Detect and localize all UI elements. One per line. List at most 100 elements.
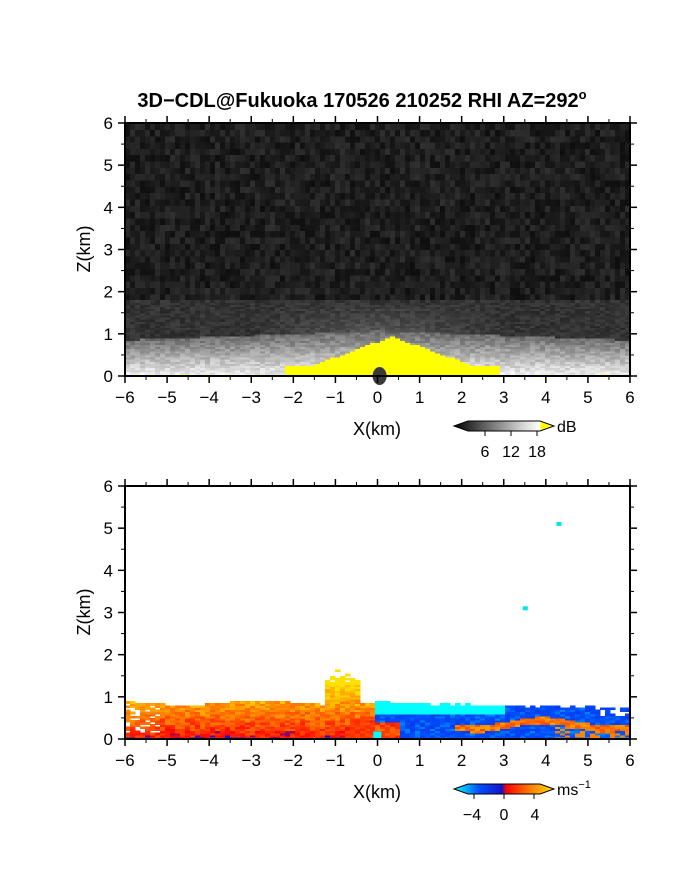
backscatter-cell <box>250 348 256 352</box>
backscatter-cell <box>130 363 136 367</box>
backscatter-cell <box>370 359 376 362</box>
backscatter-cell <box>220 371 226 375</box>
backscatter-cell <box>145 329 151 333</box>
backscatter-cell <box>225 333 231 337</box>
backscatter-cell <box>355 262 361 270</box>
backscatter-cell <box>165 340 171 343</box>
backscatter-cell <box>445 243 451 251</box>
backscatter-cell <box>345 304 351 308</box>
backscatter-cell <box>275 325 281 329</box>
backscatter-cell <box>340 293 346 301</box>
backscatter-cell <box>410 141 416 149</box>
backscatter-cell <box>155 198 161 206</box>
backscatter-cell <box>385 287 391 295</box>
backscatter-cell <box>185 268 191 276</box>
backscatter-cell <box>350 363 356 367</box>
backscatter-cell <box>275 135 281 143</box>
backscatter-cell <box>160 179 166 187</box>
backscatter-cell <box>220 281 226 289</box>
backscatter-cell <box>310 340 316 343</box>
backscatter-cell <box>260 154 266 162</box>
backscatter-cell <box>405 333 411 337</box>
backscatter-cell <box>335 198 341 206</box>
backscatter-cell <box>290 141 296 149</box>
backscatter-cell <box>495 274 501 282</box>
backscatter-cell <box>410 198 416 206</box>
backscatter-cell <box>185 338 191 341</box>
backscatter-cell <box>595 129 601 137</box>
backscatter-cell <box>390 350 396 354</box>
backscatter-cell <box>230 293 236 301</box>
backscatter-cell <box>215 293 221 301</box>
backscatter-cell <box>380 287 386 295</box>
backscatter-cell <box>385 173 391 181</box>
backscatter-cell <box>305 323 311 326</box>
backscatter-cell <box>235 135 241 143</box>
backscatter-cell <box>170 316 176 320</box>
backscatter-cell <box>470 198 476 206</box>
backscatter-cell <box>215 217 221 225</box>
backscatter-cell <box>180 249 186 257</box>
backscatter-cell <box>365 123 371 130</box>
backscatter-cell <box>525 123 531 130</box>
backscatter-cell <box>275 160 281 168</box>
backscatter-cell <box>425 236 431 244</box>
backscatter-cell <box>455 198 461 206</box>
backscatter-cell <box>210 329 216 333</box>
backscatter-cell <box>255 141 261 149</box>
backscatter-cell <box>295 357 301 360</box>
backscatter-cell <box>175 342 181 345</box>
backscatter-cell <box>140 186 146 194</box>
backscatter-cell <box>285 325 291 329</box>
backscatter-cell <box>160 367 166 371</box>
backscatter-cell <box>265 217 271 225</box>
backscatter-cell <box>245 329 251 333</box>
backscatter-cell <box>325 274 331 282</box>
backscatter-cell <box>400 255 406 263</box>
backscatter-cell <box>300 367 306 371</box>
backscatter-cell <box>410 224 416 232</box>
backscatter-cell <box>210 186 216 194</box>
backscatter-cell <box>495 167 501 175</box>
backscatter-cell <box>140 179 146 187</box>
backscatter-cell <box>270 287 276 295</box>
backscatter-cell <box>305 300 311 303</box>
backscatter-cell <box>285 300 291 303</box>
backscatter-cell <box>555 167 561 175</box>
backscatter-cell <box>555 173 561 181</box>
backscatter-cell <box>385 338 391 341</box>
backscatter-cell <box>460 148 466 156</box>
backscatter-cell <box>220 262 226 270</box>
backscatter-cell <box>375 255 381 263</box>
backscatter-cell <box>390 302 396 305</box>
backscatter-cell <box>545 281 551 289</box>
backscatter-cell <box>620 205 626 213</box>
backscatter-cell <box>195 281 201 289</box>
backscatter-cell <box>405 363 411 367</box>
backscatter-cell <box>415 346 421 350</box>
backscatter-cell <box>415 217 421 225</box>
title-main: 3D−CDL@Fukuoka 170526 210252 RHI AZ=292 <box>137 90 578 112</box>
backscatter-cell <box>235 342 241 345</box>
backscatter-cell <box>215 316 221 320</box>
backscatter-cell <box>525 154 531 162</box>
backscatter-cell <box>355 167 361 175</box>
backscatter-cell <box>260 321 266 324</box>
backscatter-cell <box>320 363 326 367</box>
backscatter-cell <box>310 333 316 337</box>
backscatter-cell <box>160 123 166 130</box>
backscatter-cell <box>330 274 336 282</box>
backscatter-cell <box>510 262 516 270</box>
backscatter-cell <box>320 329 326 333</box>
backscatter-cell <box>185 365 191 369</box>
backscatter-cell <box>165 198 171 206</box>
backscatter-cell <box>550 243 556 251</box>
backscatter-cell <box>215 344 221 348</box>
backscatter-cell <box>375 314 381 318</box>
backscatter-cell <box>550 255 556 263</box>
backscatter-cell <box>235 314 241 318</box>
backscatter-cell <box>330 350 336 354</box>
backscatter-cell <box>150 359 156 362</box>
backscatter-cell <box>430 249 436 257</box>
backscatter-cell <box>520 236 526 244</box>
